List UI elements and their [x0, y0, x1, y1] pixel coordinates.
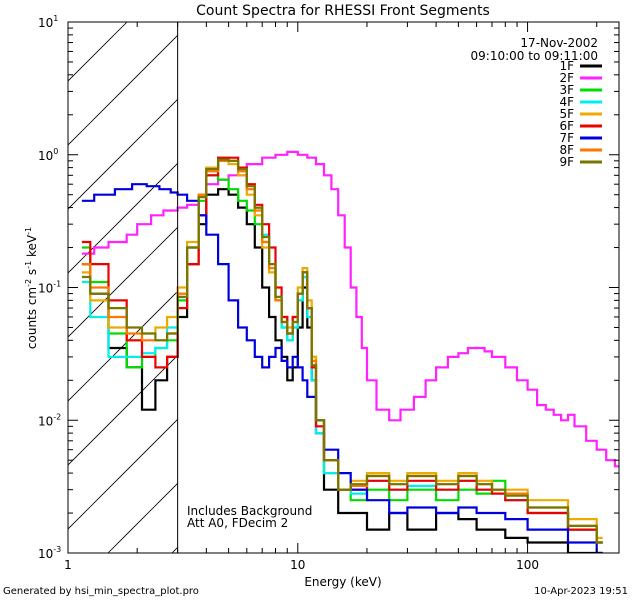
legend-label-1F: 1F — [559, 59, 574, 73]
footer-generated-by: Generated by hsi_min_spectra_plot.pro — [3, 586, 199, 597]
x-axis-label: Energy (keV) — [304, 575, 381, 589]
hatch-line — [68, 354, 178, 466]
y-tick-label: 10-1 — [38, 280, 61, 296]
hatch-line — [68, 226, 178, 338]
legend-label-8F: 8F — [559, 143, 574, 157]
legend-label-2F: 2F — [559, 71, 574, 85]
legend-label-5F: 5F — [559, 107, 574, 121]
y-tick-label: 100 — [38, 147, 58, 163]
hatch-line — [68, 34, 178, 146]
x-tick-label: 10 — [290, 558, 305, 572]
x-tick-label: 1 — [64, 558, 72, 572]
series-line-7F — [81, 183, 603, 553]
legend-label-3F: 3F — [559, 83, 574, 97]
x-tick-label: 100 — [516, 558, 539, 572]
legend-label-9F: 9F — [559, 155, 574, 169]
axis-ticks: 1 10 100 101 100 10-1 10-2 10-3 — [38, 14, 619, 572]
hatch-line — [68, 22, 128, 82]
annotation-attenuator: Att A0, FDecim 2 — [187, 516, 288, 530]
legend-time-range: 09:10:00 to 09:11:00 — [471, 49, 598, 63]
annotation-background: Includes Background — [187, 504, 312, 518]
y-axis-label: counts cm-2 s-1 keV-1 — [24, 227, 39, 349]
legend-label-6F: 6F — [559, 119, 574, 133]
y-tick-label: 10-2 — [38, 412, 61, 428]
chart-title: Count Spectra for RHESSI Front Segments — [196, 3, 490, 19]
y-tick-label: 10-3 — [38, 545, 61, 561]
y-tick-label: 101 — [38, 14, 58, 30]
footer-timestamp: 10-Apr-2023 19:51 — [534, 586, 628, 597]
legend-date: 17-Nov-2002 — [520, 36, 598, 50]
hatch-line — [68, 418, 178, 530]
legend-label-4F: 4F — [559, 95, 574, 109]
legend-label-7F: 7F — [559, 131, 574, 145]
